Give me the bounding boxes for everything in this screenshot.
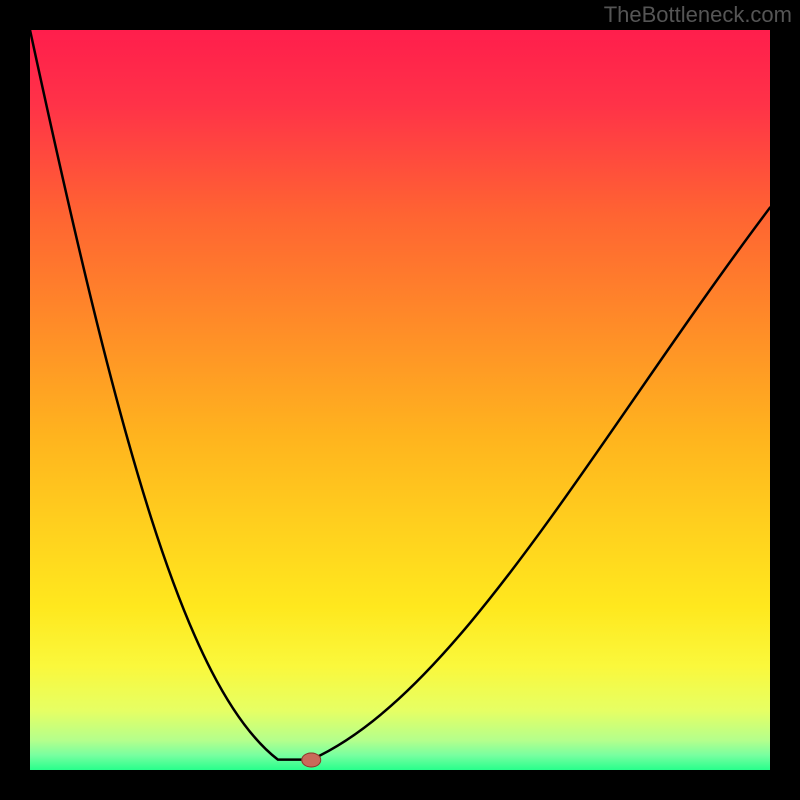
curve-path [30, 30, 770, 760]
plot-area [30, 30, 770, 770]
bottleneck-curve [30, 30, 770, 770]
watermark-text: TheBottleneck.com [604, 2, 792, 28]
chart-frame: TheBottleneck.com [0, 0, 800, 800]
optimum-marker [301, 752, 321, 767]
